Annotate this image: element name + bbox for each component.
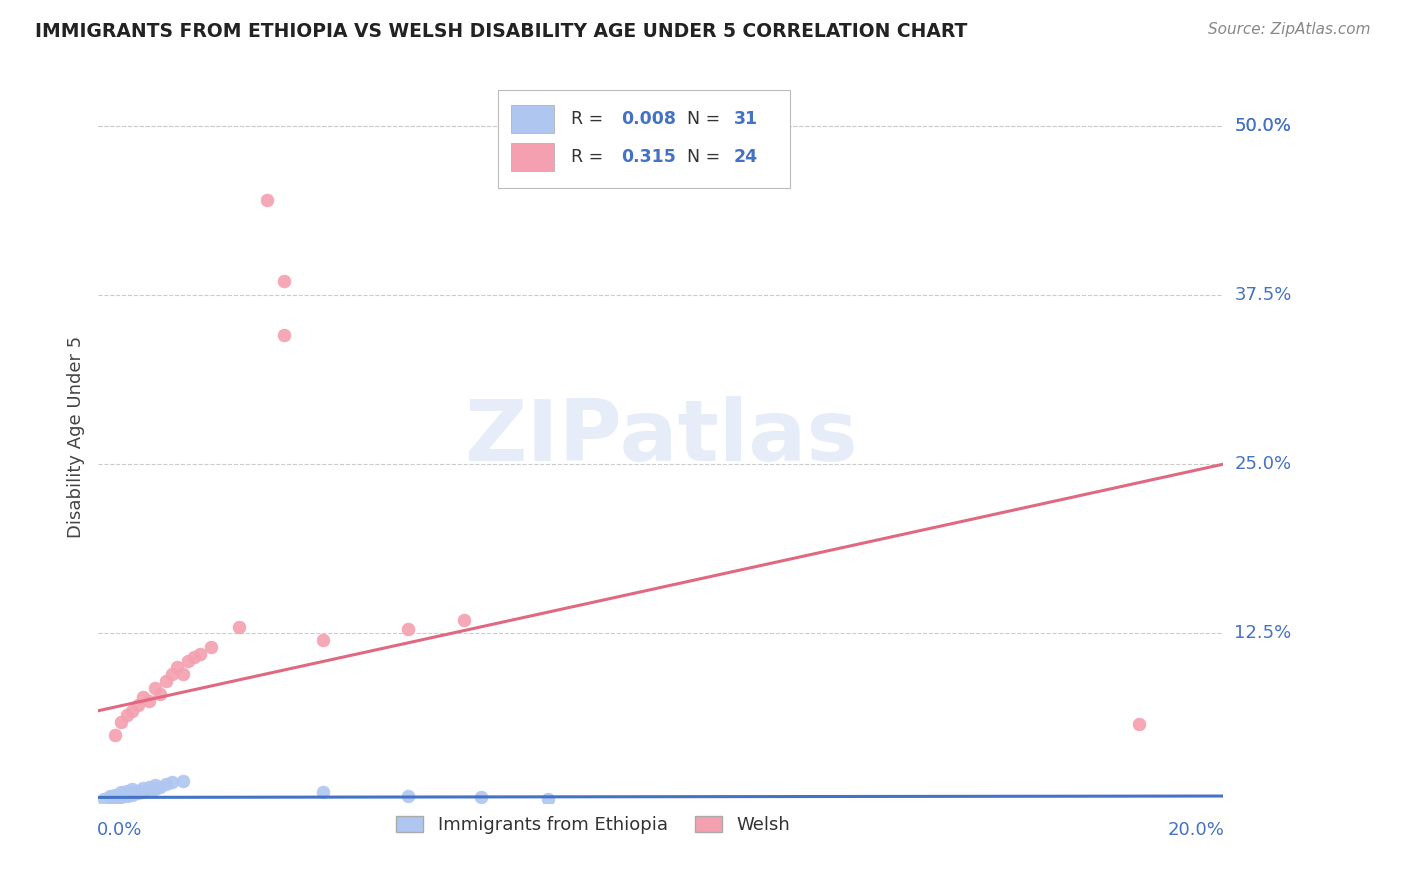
Point (115, 789, 138, 803)
Point (396, 789, 419, 803)
Point (121, 782, 143, 797)
Point (132, 690, 155, 705)
Point (183, 649, 205, 664)
Text: 0.315: 0.315 (621, 148, 676, 166)
Point (143, 681, 166, 695)
Y-axis label: Disability Age Under 5: Disability Age Under 5 (66, 336, 84, 538)
Point (149, 688, 172, 702)
Point (138, 783, 160, 797)
Point (110, 788, 132, 802)
Point (104, 791, 127, 805)
Text: IMMIGRANTS FROM ETHIOPIA VS WELSH DISABILITY AGE UNDER 5 CORRELATION CHART: IMMIGRANTS FROM ETHIOPIA VS WELSH DISABI… (35, 22, 967, 41)
Text: Source: ZipAtlas.com: Source: ZipAtlas.com (1208, 22, 1371, 37)
Point (149, 780, 172, 794)
Point (127, 783, 149, 797)
Point (273, 274, 295, 288)
Point (98, 790, 121, 805)
FancyBboxPatch shape (512, 143, 554, 171)
Point (132, 785, 155, 799)
Point (470, 790, 492, 805)
Point (110, 790, 132, 805)
FancyBboxPatch shape (498, 90, 790, 188)
Point (160, 775, 183, 789)
Point (155, 777, 177, 791)
Point (155, 673, 177, 688)
Text: 0.0%: 0.0% (97, 821, 142, 839)
Text: 24: 24 (734, 148, 758, 166)
Point (127, 786, 149, 800)
Text: 50.0%: 50.0% (1234, 117, 1291, 135)
Text: 50.0%: 50.0% (1234, 117, 1291, 135)
Text: R =: R = (571, 148, 614, 166)
Point (127, 698, 149, 713)
Point (1128, 717, 1150, 731)
Point (312, 785, 335, 799)
Point (121, 704, 143, 718)
Text: ZIPatlas: ZIPatlas (464, 395, 858, 479)
Point (115, 786, 138, 800)
Point (143, 782, 166, 797)
Text: 12.5%: 12.5% (1234, 624, 1292, 642)
Point (115, 707, 138, 722)
Point (132, 780, 155, 795)
Point (104, 728, 127, 742)
Point (121, 788, 143, 802)
Text: 31: 31 (734, 110, 758, 128)
Point (110, 785, 132, 799)
Text: 20.0%: 20.0% (1167, 821, 1225, 839)
Point (172, 667, 194, 681)
Text: N =: N = (686, 110, 725, 128)
Legend: Immigrants from Ethiopia, Welsh: Immigrants from Ethiopia, Welsh (389, 809, 797, 841)
Point (104, 788, 127, 802)
Point (200, 640, 222, 654)
Text: 37.5%: 37.5% (1234, 285, 1292, 304)
Point (138, 780, 160, 794)
FancyBboxPatch shape (512, 105, 554, 133)
Point (273, 328, 295, 343)
Point (312, 633, 335, 648)
Point (104, 789, 127, 803)
Point (166, 660, 188, 674)
Text: 0.008: 0.008 (621, 110, 676, 128)
Point (537, 791, 560, 805)
Point (93, 791, 115, 805)
Text: R =: R = (571, 110, 609, 128)
Point (121, 785, 143, 799)
Point (228, 620, 250, 634)
Text: N =: N = (686, 148, 725, 166)
Point (172, 774, 194, 789)
Point (256, 193, 278, 207)
Point (143, 778, 166, 792)
Text: 25.0%: 25.0% (1234, 455, 1292, 473)
Point (160, 667, 183, 681)
Point (453, 613, 475, 627)
Point (98, 789, 121, 803)
Point (138, 694, 160, 708)
Point (396, 623, 419, 637)
Point (188, 647, 211, 661)
Point (115, 783, 138, 797)
Point (110, 714, 132, 729)
Point (177, 654, 200, 668)
